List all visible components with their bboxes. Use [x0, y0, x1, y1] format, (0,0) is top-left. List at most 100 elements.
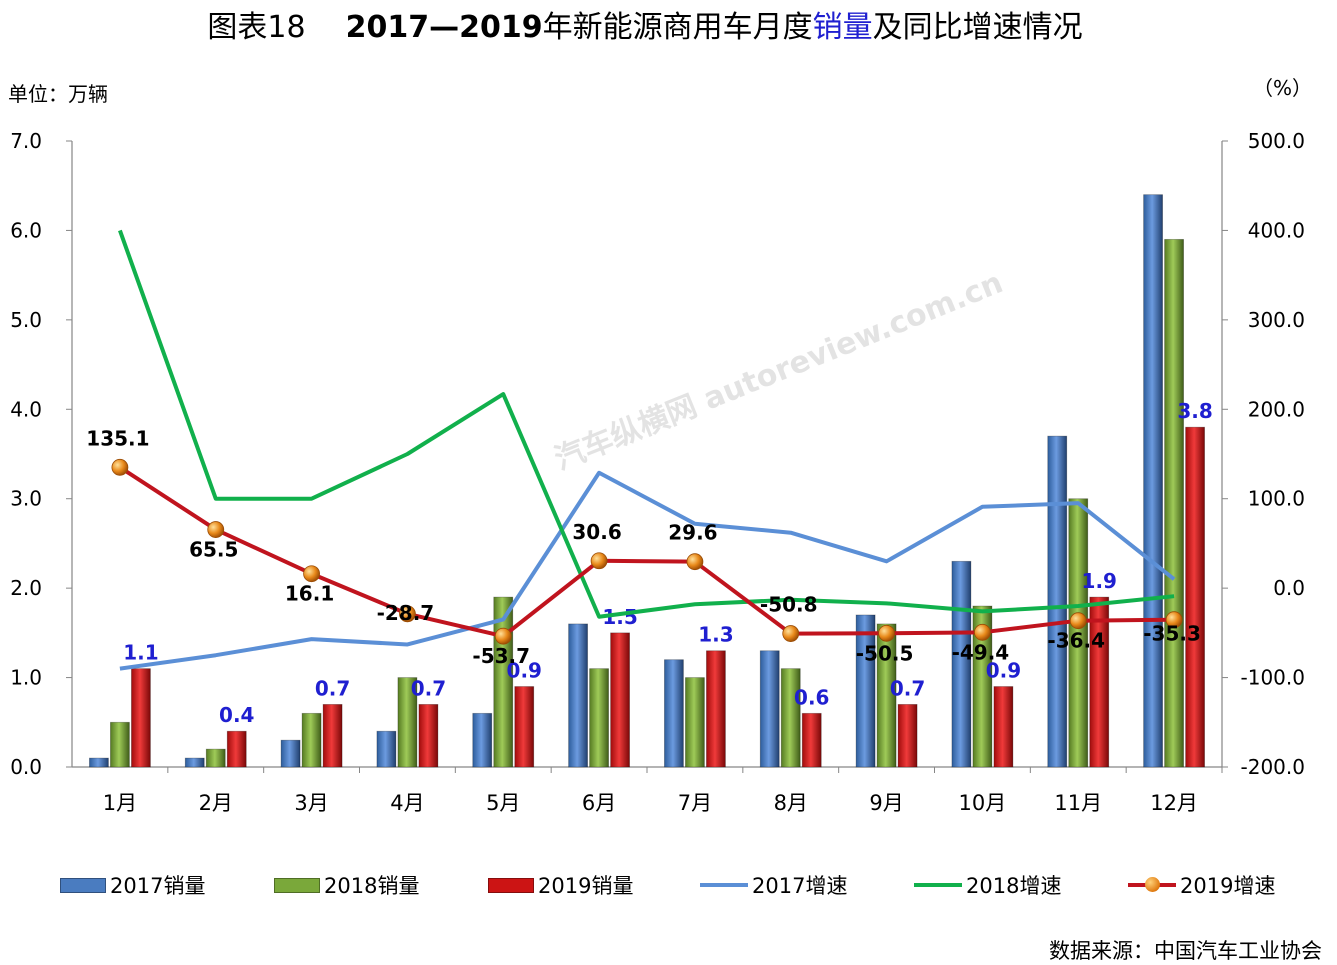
line-2017增速 [119, 470, 1176, 671]
bar-2019销量 [131, 668, 151, 768]
bar-2018销量 [780, 668, 801, 768]
line-marker [207, 521, 225, 538]
legend-item-2019-growth: 2019增速 [1128, 870, 1275, 900]
y-left-tick-label: 0.0 [10, 755, 42, 779]
bar-2017销量 [568, 623, 588, 768]
bar-2017销量 [759, 650, 780, 768]
line-value-label: -35.3 [1143, 622, 1201, 646]
bar-2019销量 [226, 730, 247, 768]
y-right-tick-label: 500.0 [1248, 129, 1305, 153]
watermark: 汽车纵横网 autoreview.com.cn [550, 265, 1008, 477]
bar-value-label: 1.3 [698, 623, 733, 647]
legend-item-2019-sales: 2019销量 [488, 870, 633, 900]
line-marker [1165, 611, 1183, 629]
y-left-tick-label: 2.0 [10, 576, 42, 600]
line-value-label: -50.8 [760, 593, 818, 617]
bar-value-label: 0.9 [986, 659, 1021, 683]
line-value-label: -49.4 [952, 640, 1010, 664]
bar-2017销量 [664, 659, 684, 768]
right-axis-unit: （%） [1252, 76, 1312, 100]
bar-2017销量 [951, 560, 972, 768]
bar-2017销量 [1047, 435, 1068, 768]
x-tick-label: 6月 [582, 791, 616, 815]
bar-value-label: 0.7 [890, 676, 925, 700]
bar-2018销量 [301, 712, 322, 768]
legend-label: 2019销量 [538, 874, 634, 898]
data-source: 数据来源：中国汽车工业协会 [1049, 939, 1322, 963]
bar-2017销量 [184, 757, 205, 768]
x-tick-label: 8月 [774, 791, 808, 815]
legend: 2017销量 2018销量 2019销量 2017增速 2018增速 2019增… [60, 870, 1320, 900]
y-left-tick-label: 6.0 [10, 218, 42, 242]
bar-2018销量 [1164, 238, 1184, 768]
line-marker [494, 627, 512, 645]
line-marker [1069, 612, 1087, 630]
y-left-tick-label: 5.0 [10, 308, 42, 332]
bar-2018销量 [972, 605, 993, 768]
x-tick-label: 7月 [678, 791, 712, 815]
legend-swatch-bar-2018 [274, 877, 320, 893]
bar-value-label: 0.7 [315, 676, 350, 700]
x-tick-label: 12月 [1150, 791, 1198, 815]
x-tick-label: 1月 [103, 791, 137, 815]
x-tick-label: 3月 [294, 791, 328, 815]
bar-2017销量 [472, 712, 493, 768]
line-marker [974, 623, 991, 641]
bar-2019销量 [706, 650, 726, 768]
legend-swatch-bar-2019 [488, 877, 534, 893]
bar-2019销量 [993, 686, 1014, 768]
bar-2019销量 [418, 704, 439, 768]
bar-2017销量 [376, 730, 397, 768]
line-value-label: 135.1 [86, 426, 149, 450]
line-marker [303, 565, 320, 583]
bar-2018销量 [110, 721, 130, 768]
chart-title: 图表18 2017—2019年新能源商用车月度销量及同比增速情况 [0, 2, 1290, 46]
bar-2019销量 [801, 712, 822, 768]
y-right-tick-label: -200.0 [1241, 755, 1305, 779]
line-marker [878, 624, 895, 642]
y-right-tick-label: 100.0 [1248, 487, 1305, 511]
line-value-label: 65.5 [189, 538, 238, 562]
bar-2018销量 [205, 748, 226, 768]
x-tick-label: 4月 [390, 791, 424, 815]
figure-number: 图表18 [207, 10, 306, 45]
line-marker [399, 605, 416, 623]
title-highlight: 销量 [812, 10, 873, 45]
y-left-tick-label: 4.0 [10, 397, 42, 421]
legend-label: 2017增速 [752, 874, 848, 898]
y-right-tick-label: 0.0 [1273, 576, 1305, 600]
legend-item-2018-growth: 2018增速 [914, 870, 1061, 900]
title-years: 2017—2019 [345, 10, 543, 45]
y-left-tick-label: 7.0 [10, 129, 42, 153]
y-right-tick-label: -100.0 [1241, 666, 1305, 690]
line-value-label: -36.4 [1047, 629, 1105, 653]
bar-value-label: 0.4 [219, 703, 254, 727]
y-left-tick-label: 3.0 [10, 487, 42, 511]
y-left-tick-label: 1.0 [10, 666, 42, 690]
legend-swatch-line-2018 [914, 883, 962, 887]
x-tick-label: 11月 [1054, 791, 1102, 815]
line-marker [111, 458, 129, 476]
line-value-label: 29.6 [668, 521, 717, 545]
title-text-2: 及同比增速情况 [872, 10, 1083, 45]
legend-swatch-line-2019 [1128, 877, 1176, 892]
line-marker [686, 553, 704, 571]
y-right-tick-label: 200.0 [1248, 397, 1305, 421]
x-tick-label: 9月 [869, 791, 903, 815]
bar-2018销量 [1068, 498, 1089, 768]
bar-value-label: 0.7 [411, 676, 446, 700]
bar-2017销量 [89, 757, 109, 768]
line-2018增速 [118, 229, 1175, 619]
left-axis-unit: 单位：万辆 [8, 82, 108, 106]
legend-label: 2019增速 [1180, 874, 1276, 898]
line-2019增速 [118, 465, 1175, 639]
bar-2017销量 [280, 739, 301, 768]
bar-value-label: 0.9 [507, 659, 542, 683]
y-right-tick-label: 400.0 [1248, 218, 1305, 242]
bar-2018销量 [685, 677, 705, 768]
line-marker [590, 552, 608, 570]
legend-item-2017-growth: 2017增速 [700, 870, 847, 900]
bar-2019销量 [610, 632, 630, 768]
legend-swatch-bar-2017 [60, 877, 106, 893]
